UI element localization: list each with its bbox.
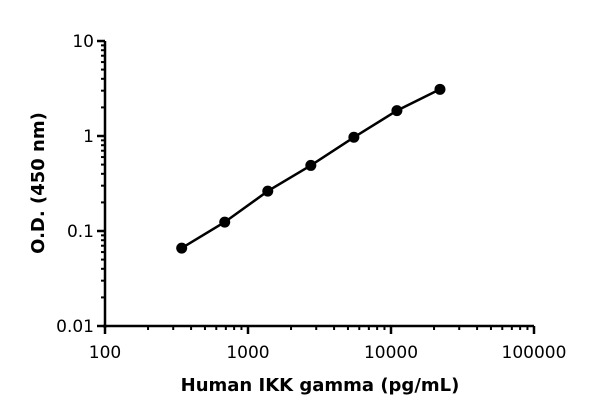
y-axis-title: O.D. (450 nm) xyxy=(28,112,49,254)
data-point xyxy=(348,131,360,143)
data-point xyxy=(176,242,188,254)
y-tick-label: 0.1 xyxy=(67,222,94,242)
plot-area xyxy=(176,83,446,254)
data-point xyxy=(305,159,317,171)
data-point xyxy=(262,185,274,197)
data-point xyxy=(391,105,403,117)
x-tick-label: 100 xyxy=(89,343,121,363)
data-point xyxy=(219,216,231,228)
y-tick-label: 1 xyxy=(83,127,94,147)
y-tick-label: 0.01 xyxy=(56,317,94,337)
x-tick-label: 10000 xyxy=(364,343,418,363)
x-tick-label: 1000 xyxy=(226,343,269,363)
y-tick-label: 10 xyxy=(72,32,94,52)
data-point xyxy=(434,83,446,95)
x-axis-title: Human IKK gamma (pg/mL) xyxy=(181,375,460,396)
axes: 0.01 0.1 1 10 100 1000 10000 100000 xyxy=(56,32,566,363)
x-tick-label: 100000 xyxy=(502,343,567,363)
